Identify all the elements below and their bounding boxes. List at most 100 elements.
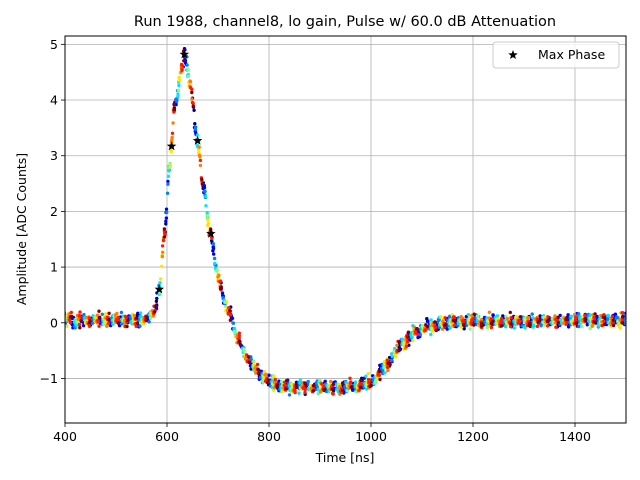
chart-title: Run 1988, channel8, lo gain, Pulse w/ 60… [134, 14, 556, 30]
phase-sample-dot [620, 318, 625, 322]
phase-sample-dot [303, 381, 307, 385]
phase-sample-dot [322, 384, 326, 389]
phase-sample-dot [97, 324, 101, 328]
phase-sample-dot [287, 393, 292, 397]
phase-sample-dot [263, 373, 267, 377]
phase-sample-dot [491, 313, 495, 317]
phase-sample-dot [152, 310, 157, 314]
phase-sample-dot [186, 67, 190, 72]
phase-sample-dot [383, 371, 387, 375]
phase-sample-dot [204, 194, 208, 199]
phase-sample-dot [216, 275, 220, 279]
phase-sample-dot [144, 315, 149, 319]
phase-sample-dot [117, 323, 122, 328]
phase-sample-dot [193, 127, 198, 131]
phase-sample-dot [134, 316, 139, 320]
phase-sample-dot [373, 381, 378, 385]
phase-sample-dot [323, 379, 327, 383]
phase-sample-dot [228, 318, 233, 322]
max-phase-markers [154, 49, 216, 294]
phase-sample-dot [164, 216, 169, 220]
scatter-dots [65, 47, 626, 397]
x-tick-label: 600 [155, 429, 179, 444]
phase-sample-dot [418, 332, 423, 337]
phase-sample-dot [462, 327, 466, 331]
phase-sample-dot [166, 179, 170, 184]
phase-sample-dot [588, 326, 592, 331]
phase-sample-dot [297, 391, 301, 395]
phase-sample-dot [489, 317, 494, 321]
phase-sample-dot [170, 135, 174, 140]
phase-sample-dot [574, 315, 578, 319]
phase-sample-dot [389, 358, 393, 363]
phase-sample-dot [162, 229, 167, 234]
phase-sample-dot [212, 256, 217, 261]
phase-sample-dot [593, 312, 597, 316]
phase-sample-dot [220, 291, 225, 295]
phase-sample-dot [564, 322, 568, 326]
phase-sample-dot [96, 318, 100, 322]
phase-sample-dot [566, 325, 571, 329]
phase-sample-dot [331, 382, 336, 387]
phase-sample-dot [378, 377, 382, 382]
phase-sample-dot [395, 343, 399, 348]
phase-sample-dot [602, 322, 606, 327]
phase-sample-dot [569, 314, 574, 318]
phase-sample-dot [353, 380, 358, 384]
phase-sample-dot [351, 388, 355, 392]
max-phase-star [206, 228, 216, 238]
phase-sample-dot [425, 324, 430, 329]
phase-sample-dot [198, 155, 202, 159]
phase-sample-dot [385, 358, 389, 362]
phase-sample-dot [381, 368, 385, 373]
phase-sample-dot [554, 325, 558, 329]
y-tick-label: −1 [40, 371, 58, 386]
phase-sample-dot [303, 387, 307, 392]
phase-sample-dot [294, 383, 299, 387]
phase-sample-dot [348, 381, 352, 385]
phase-sample-dot [213, 261, 217, 265]
phase-sample-dot [588, 313, 592, 317]
max-phase-star [179, 49, 190, 59]
phase-sample-dot [279, 380, 284, 384]
phase-sample-dot [564, 317, 568, 322]
phase-sample-dot [81, 323, 86, 328]
phase-sample-dot [195, 133, 199, 137]
phase-sample-dot [519, 315, 523, 319]
phase-sample-dot [158, 281, 162, 285]
phase-sample-dot [246, 355, 251, 359]
phase-sample-dot [537, 319, 542, 323]
phase-sample-dot [495, 314, 500, 318]
y-axis-label: Amplitude [ADC Counts] [14, 153, 29, 305]
phase-sample-dot [359, 382, 363, 386]
phase-sample-dot [277, 379, 281, 383]
phase-sample-dot [459, 325, 463, 329]
phase-sample-dot [247, 360, 251, 364]
phase-sample-dot [107, 311, 111, 315]
phase-sample-dot [377, 369, 382, 374]
phase-sample-dot [266, 378, 270, 382]
phase-sample-dot [147, 320, 151, 324]
phase-sample-dot [546, 315, 550, 319]
axis-ticks: 400 600 800 1000 1200 1400 −1 0 1 2 3 4 5 [40, 37, 591, 444]
phase-sample-dot [480, 321, 484, 326]
phase-sample-dot [315, 384, 319, 389]
phase-sample-dot [176, 94, 180, 99]
phase-sample-dot [193, 130, 198, 135]
phase-sample-dot [203, 189, 207, 193]
phase-sample-dot [487, 310, 492, 314]
phase-sample-dot [553, 314, 557, 318]
phase-sample-dot [160, 244, 165, 248]
phase-sample-dot [426, 320, 430, 324]
max-phase-star [154, 284, 165, 294]
phase-sample-dot [489, 325, 494, 330]
phase-sample-dot [165, 191, 170, 195]
phase-sample-dot [238, 342, 242, 347]
phase-sample-dot [429, 332, 433, 337]
phase-sample-dot [205, 211, 209, 215]
phase-sample-dot [298, 381, 302, 385]
phase-sample-dot [197, 145, 201, 149]
phase-sample-dot [160, 264, 164, 268]
phase-sample-dot [430, 329, 435, 334]
phase-sample-dot [358, 385, 362, 390]
